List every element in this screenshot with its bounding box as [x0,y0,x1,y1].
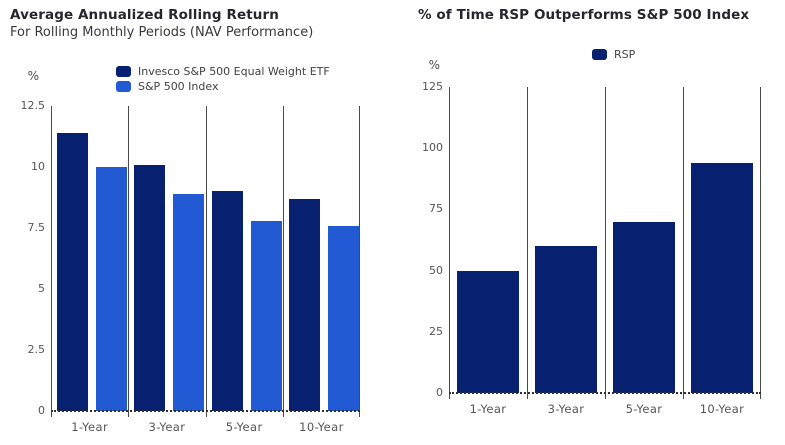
bar-invesco-s-p-500-equal-weight-etf [134,164,166,411]
x-axis-category-label: 10-Year [299,420,344,434]
category-separator-line [527,87,528,399]
y-axis-tick-label: 0 [38,404,45,417]
x-axis-category-label: 5-Year [625,402,663,416]
bar-invesco-s-p-500-equal-weight-etf [57,132,88,411]
category-separator-line [359,106,360,417]
y-axis-tick-label: 0 [436,386,443,399]
y-axis-tick-label: 75 [429,202,443,216]
category-separator-line [128,106,130,417]
legend-item[interactable]: Invesco S&P 500 Equal Weight ETF [116,65,330,78]
bar-rsp [691,162,753,393]
y-axis-line [51,106,52,417]
category-separator-line [205,106,207,417]
x-axis-category-label: 3-Year [547,402,585,416]
y-axis-unit-label: % [428,58,440,72]
category-separator-line [683,87,684,399]
y-axis-tick-label: 50 [429,263,443,277]
y-axis-line [449,87,450,399]
chart-title: Average Annualized Rolling Return [10,7,279,23]
bar-s-p-500-index [96,167,127,411]
chart-title: % of Time RSP Outperforms S&P 500 Index [418,7,750,23]
category-separator-line [605,87,606,399]
y-axis-tick-label: 125 [422,80,443,93]
x-axis-category-label: 3-Year [148,420,186,434]
bar-s-p-500-index [327,225,359,411]
chart-subtitle: For Rolling Monthly Periods (NAV Perform… [10,25,314,40]
legend-swatch [116,81,131,92]
x-axis-baseline [51,410,360,412]
bar-rsp [613,221,675,393]
y-axis-tick-label: 5 [38,282,45,295]
rolling-return-chart: Average Annualized Rolling Return For Ro… [0,0,385,445]
y-axis-tick-label: 12.5 [20,99,46,112]
y-axis-tick-label: 100 [422,141,443,155]
y-axis-tick-label: 7.5 [27,221,46,234]
legend-label: RSP [614,48,636,61]
bar-rsp [535,246,597,393]
y-axis-tick-label: 25 [429,324,443,338]
bar-rsp [457,270,519,393]
legend-label: S&P 500 Index [138,80,219,93]
legend: RSP [592,48,635,61]
legend-swatch [116,66,131,77]
legend-item[interactable]: RSP [592,48,635,61]
plot-area [51,106,360,417]
legend-item[interactable]: S&P 500 Index [116,80,330,93]
legend: Invesco S&P 500 Equal Weight ETF S&P 500 … [116,65,330,93]
x-axis-baseline [449,392,761,394]
legend-label: Invesco S&P 500 Equal Weight ETF [138,65,330,78]
bar-invesco-s-p-500-equal-weight-etf [211,191,243,411]
y-axis-unit-label: % [27,69,39,83]
x-axis-category-label: 10-Year [699,402,745,416]
plot-area [449,87,761,399]
y-axis-tick-label: 2.5 [27,343,46,356]
x-axis-category-label: 5-Year [225,420,263,434]
rsp-outperformance-chart: % of Time RSP Outperforms S&P 500 Index … [390,0,785,445]
x-axis-category-label: 1-Year [469,402,507,416]
bar-s-p-500-index [173,193,205,411]
bar-s-p-500-index [250,220,282,411]
bar-invesco-s-p-500-equal-weight-etf [288,198,320,411]
x-axis-category-label: 1-Year [71,420,109,434]
category-separator-line [760,87,761,399]
y-axis-tick-label: 10 [31,160,45,173]
category-separator-line [282,106,284,417]
legend-swatch [592,49,607,60]
